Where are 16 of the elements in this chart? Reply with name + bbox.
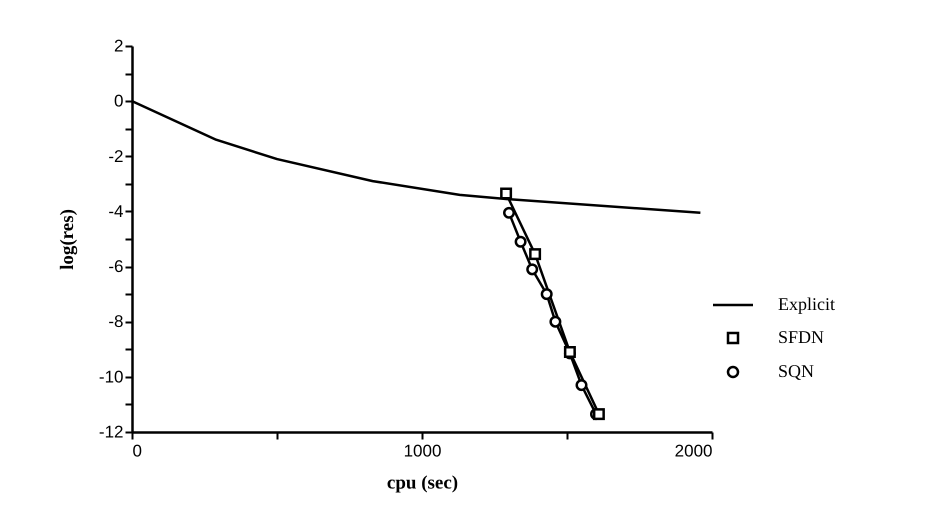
y-tick-label: -10 <box>98 367 124 386</box>
legend-label: Explicit <box>778 294 835 314</box>
y-tick-label: 2 <box>114 36 124 56</box>
y-tick-label: 0 <box>114 92 124 111</box>
x-tick-label: 2000 <box>674 442 712 460</box>
y-axis-title: log(res) <box>56 209 78 270</box>
x-axis-title: cpu (sec) <box>386 472 458 494</box>
legend-label: SQN <box>778 361 814 381</box>
x-tick-label: 0 <box>132 442 142 460</box>
y-tick-label: -12 <box>98 422 124 442</box>
y-tick-label: -8 <box>108 312 124 332</box>
y-tick-label: -4 <box>108 202 124 221</box>
x-tick-label: 1000 <box>404 442 442 460</box>
legend-label: SFDN <box>778 327 824 347</box>
y-tick-label: -6 <box>108 257 124 276</box>
y-tick-label: -2 <box>108 146 124 166</box>
